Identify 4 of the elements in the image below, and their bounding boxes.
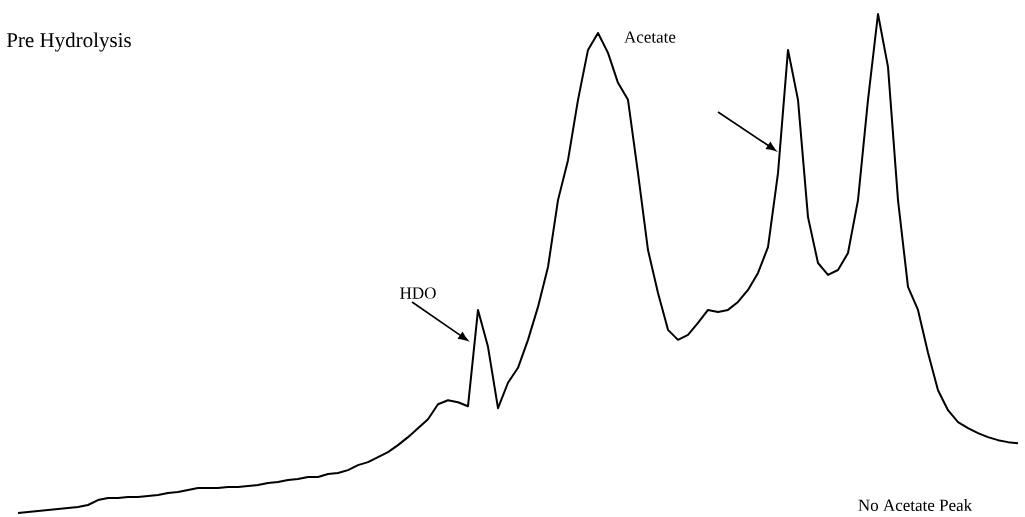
text: Pre Hydrolysis (6, 32, 131, 52)
annotation: Acetate (624, 31, 676, 43)
annotation: HDO (400, 287, 436, 299)
annotation: No Acetate Peak (858, 499, 973, 511)
